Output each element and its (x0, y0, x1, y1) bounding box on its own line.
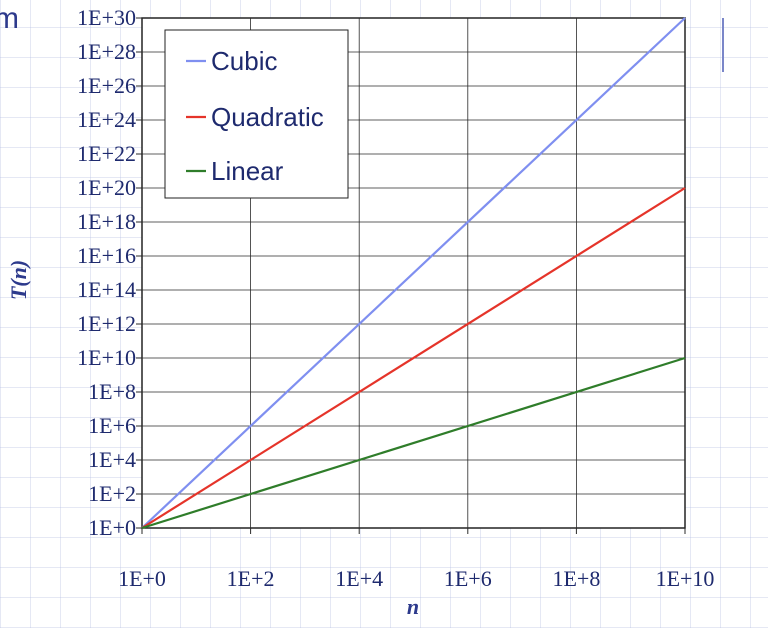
y-tick-label: 1E+24 (77, 107, 136, 132)
y-tick-label: 1E+4 (88, 447, 136, 472)
y-tick-labels: 1E+0 1E+2 1E+4 1E+6 1E+8 1E+10 1E+12 1E+14 1E+16… (77, 5, 136, 540)
slide-title-fragment: m (0, 2, 19, 35)
series-lines (141, 17, 686, 530)
legend-label-cubic: Cubic (211, 46, 277, 76)
y-tick-label: 1E+12 (77, 311, 136, 336)
legend-label-quadratic: Quadratic (211, 102, 324, 132)
slide-edge-line (722, 18, 724, 72)
series-line-cubic (141, 17, 686, 529)
y-tick-label: 1E+8 (88, 379, 136, 404)
y-tick-label: 1E+18 (77, 209, 136, 234)
x-tick-label: 1E+10 (656, 566, 715, 591)
x-tick-labels: 1E+0 1E+2 1E+4 1E+6 1E+8 1E+10 (118, 566, 714, 591)
y-tick-label: 1E+30 (77, 5, 136, 30)
legend: Cubic Quadratic Linear (164, 29, 349, 199)
x-tick-label: 1E+4 (335, 566, 383, 591)
y-tick-label: 1E+20 (77, 175, 136, 200)
series-line-quadratic (141, 187, 686, 529)
y-tick-label: 1E+2 (88, 481, 136, 506)
y-tick-label: 1E+22 (77, 141, 136, 166)
y-axis-title: T(n) (6, 260, 31, 300)
x-tick-label: 1E+6 (444, 566, 492, 591)
x-tick-label: 1E+2 (227, 566, 275, 591)
y-tick-label: 1E+6 (88, 413, 136, 438)
y-tick-label: 1E+28 (77, 39, 136, 64)
legend-label-linear: Linear (211, 156, 284, 186)
y-tick-label: 1E+14 (77, 277, 136, 302)
x-axis-title: n (407, 594, 419, 619)
x-tick-label: 1E+0 (118, 566, 166, 591)
y-tick-label: 1E+10 (77, 345, 136, 370)
y-tick-label: 1E+16 (77, 243, 136, 268)
y-tick-label: 1E+26 (77, 73, 136, 98)
y-tick-label: 1E+0 (88, 515, 136, 540)
x-tick-label: 1E+8 (552, 566, 600, 591)
series-line-linear (141, 356, 686, 530)
